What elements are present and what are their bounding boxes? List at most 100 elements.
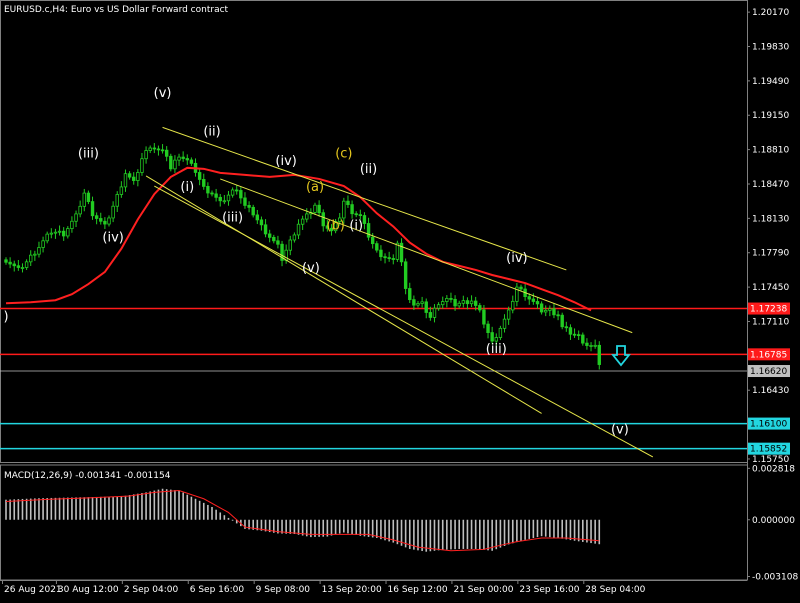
wave-label[interactable]: ) [3,309,8,324]
candle [350,200,354,219]
candle-body [515,286,519,302]
candle [288,235,292,256]
candle [544,305,548,317]
candle [387,251,391,262]
candle [453,295,457,311]
candle-body [535,301,540,305]
candle [8,257,12,269]
price-axis-label: 1.18130 [752,214,789,224]
wave-label[interactable]: (iii) [486,342,507,357]
price-axis-label: 1.15750 [752,455,789,465]
candle [436,302,441,311]
candle-body [424,301,428,313]
channel-trend-line[interactable] [220,178,633,334]
wave-label[interactable]: (iv) [506,251,527,266]
candle [123,169,128,192]
candle [152,143,157,154]
candle [560,312,564,330]
candle [329,224,334,236]
time-axis-label: 28 Sep 04:00 [585,585,645,595]
candle-body [511,300,515,311]
wave-label[interactable]: (v) [154,86,172,101]
candle [24,259,29,271]
candle [420,296,424,308]
candle-body [251,206,255,216]
candle-body [292,234,297,241]
wave-label[interactable]: (iii) [222,210,243,225]
channel-trend-line[interactable] [162,126,567,271]
candle [33,250,37,261]
wave-label[interactable]: (i) [180,180,194,195]
candle-body [399,242,404,263]
candle [498,325,503,341]
time-axis-label: 9 Sep 08:00 [256,585,311,595]
candle-body [189,159,194,164]
candle [267,229,272,243]
candle-body [24,261,29,268]
price-axis-label: 1.16430 [752,386,789,396]
candle-body [8,261,12,265]
wave-label[interactable]: (iii) [78,147,99,162]
candle [300,215,305,230]
candle [144,146,148,164]
candle-body [589,345,593,347]
wave-label[interactable]: (a) [306,180,324,195]
candle [548,305,552,317]
wave-label[interactable]: (iv) [275,154,296,169]
candle-body [177,156,181,161]
wave-label[interactable]: (c) [335,147,352,162]
candle [449,292,453,303]
candle [280,240,284,267]
candle-body [457,302,461,307]
candle [441,296,445,309]
candle [251,204,255,218]
candle-body [531,298,536,302]
candle [78,200,82,218]
wave-label[interactable]: (b) [326,218,344,233]
wave-label[interactable]: (iv) [102,231,123,246]
candle-body [539,303,544,313]
candle [259,216,264,231]
candle-body [86,192,91,202]
price-level-tag [748,302,790,315]
candle-body [581,334,585,344]
candle-body [296,223,301,236]
wave-label[interactable]: (i) [349,218,363,233]
candle-body [115,194,119,207]
candle [210,190,214,197]
time-axis-label: 13 Sep 20:00 [322,585,382,595]
candle-body [358,214,363,217]
candle [362,212,367,230]
candle-body [387,257,391,259]
wave-label[interactable]: (ii) [203,124,220,139]
candle [61,227,66,241]
wave-label[interactable]: (v) [302,261,320,276]
candle [478,302,482,313]
chart-title: EURUSD.c,H4: Euro vs US Dollar Forward c… [4,5,229,15]
main-price-pane[interactable]: (v) (iii) (iv) (ii) (i) (iii) (iv) (v) (a) (b) (c)… [0,0,748,463]
candle-body [366,223,371,238]
price-axis-label: 1.17110 [752,317,789,327]
candle-body [527,296,531,300]
wave-label[interactable]: (ii) [360,162,377,177]
candle-body [185,158,189,161]
candle-body [173,159,177,170]
candle [197,169,202,186]
candle [90,196,95,220]
candle [511,295,515,314]
candle [37,241,41,258]
channel-trend-line[interactable] [145,175,542,414]
channel-trend-line[interactable] [154,185,654,458]
candle-body [482,309,486,325]
time-axis-label: 26 Aug 2021 [4,585,62,595]
candle [111,201,115,223]
candle-body [486,323,490,333]
down-arrow-icon[interactable] [611,345,631,367]
macd-indicator-label: MACD(12,26,9) -0.001341 -0.001154 [4,471,171,481]
candle-body [408,288,412,301]
wave-label[interactable]: (v) [611,423,629,438]
moving-average-line [5,166,592,312]
candle [53,228,58,239]
